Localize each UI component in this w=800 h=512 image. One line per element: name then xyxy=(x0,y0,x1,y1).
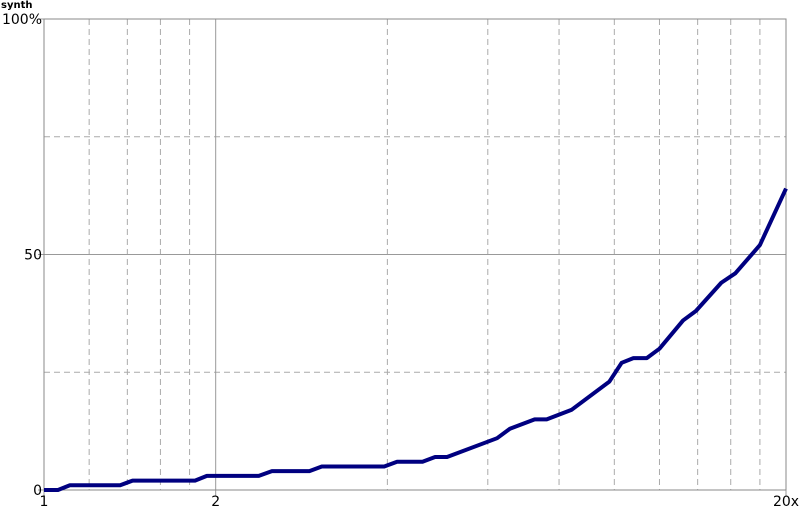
x-tick-label: 20x xyxy=(773,494,799,510)
y-tick-label: 50 xyxy=(24,248,42,264)
y-tick-label: 100% xyxy=(2,12,42,28)
data-line xyxy=(44,187,788,492)
plot-border xyxy=(43,18,787,491)
y-tick-label: 0 xyxy=(33,483,42,499)
x-tick-label: 1 xyxy=(40,494,49,510)
x-tick-label: 2 xyxy=(211,494,220,510)
chart-title: synth xyxy=(1,0,33,11)
